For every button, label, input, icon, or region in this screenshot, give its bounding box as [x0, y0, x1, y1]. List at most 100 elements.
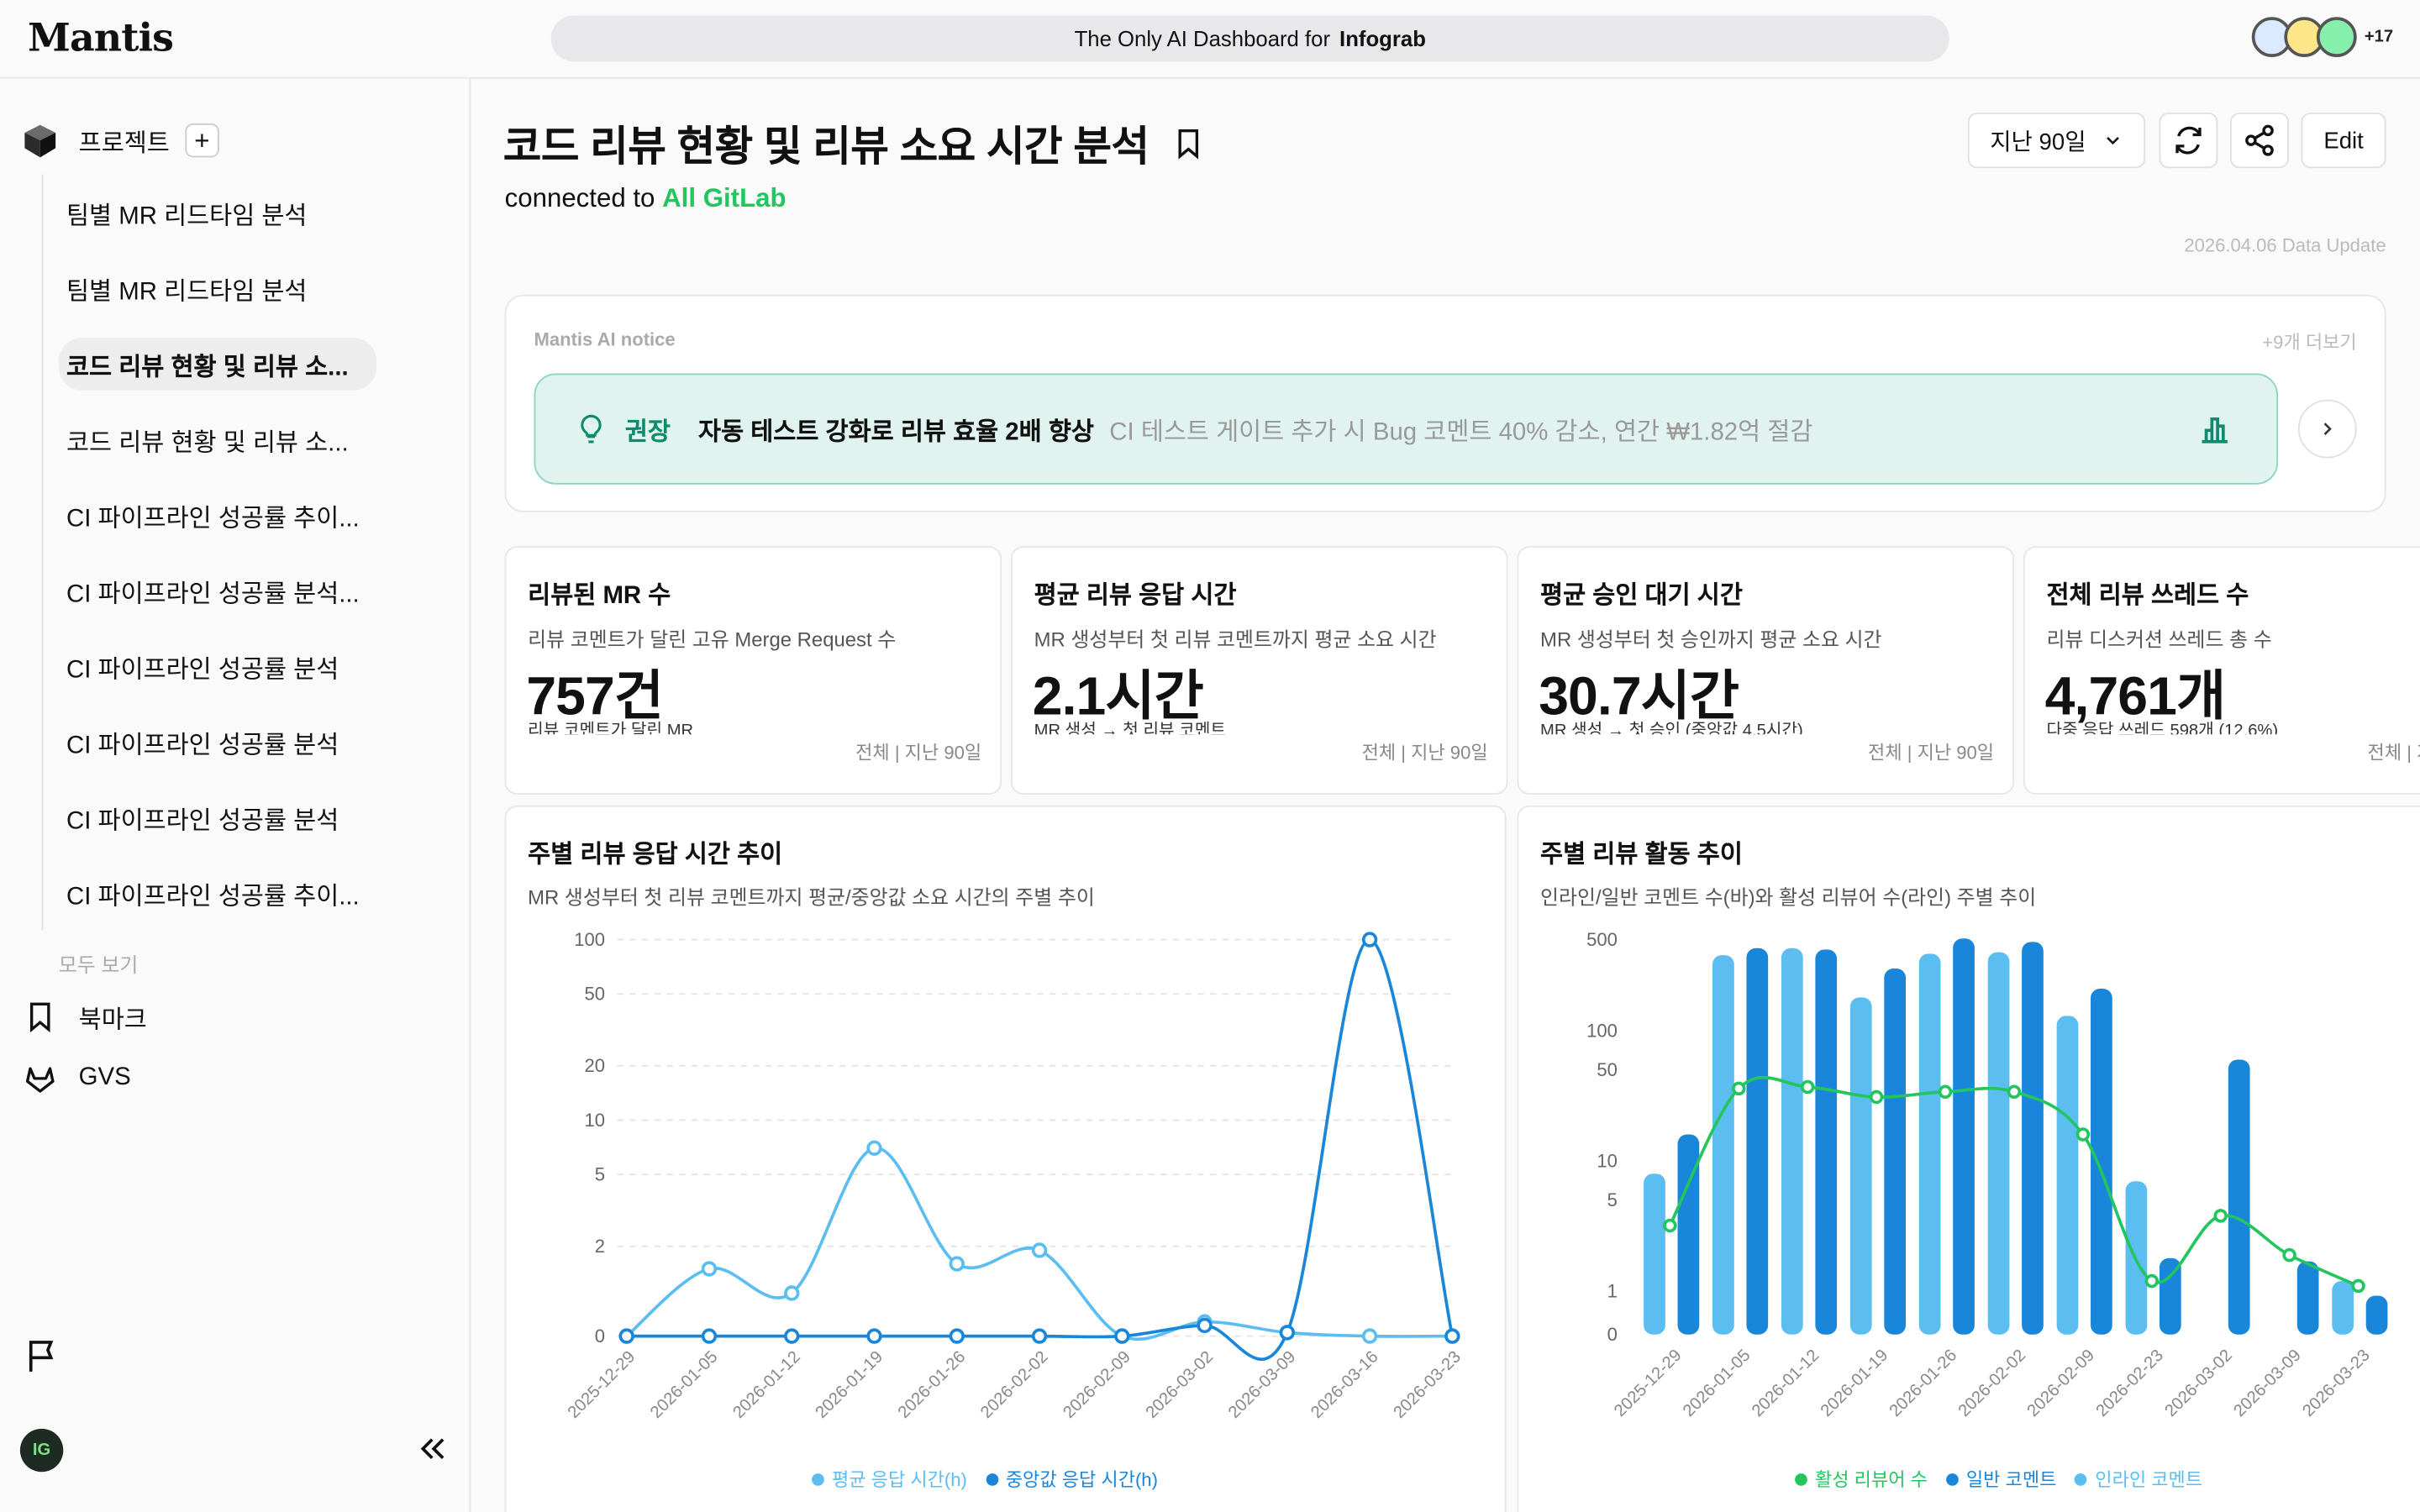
kpi-card-review-threads[interactable]: 전체 리뷰 쓰레드 수 리뷰 디스커션 쓰레드 총 수 4,761개 다중 응답… [2023, 546, 2420, 795]
project-item-label: CI 파이프라인 성공률 추이... [66, 883, 360, 910]
series-line [626, 937, 1455, 1361]
bar [2332, 1281, 2354, 1335]
data-point [2213, 1209, 2228, 1223]
connection-info: connected to All GitLab [505, 184, 786, 215]
data-point [1031, 1242, 1048, 1258]
chevron-right-icon [2323, 423, 2332, 435]
collaborator-avatars[interactable]: +17 [2251, 17, 2394, 57]
bar [2091, 989, 2112, 1335]
bookmark-link[interactable]: 북마크 [24, 998, 147, 1035]
kpi-subtitle: MR 생성부터 첫 승인까지 평균 소요 시간 [1540, 627, 1882, 652]
bar-chart[interactable]: 01510501005002025-12-292026-01-052026-01… [1518, 807, 2420, 1512]
data-point [866, 1140, 882, 1156]
refresh-button[interactable] [2159, 113, 2218, 169]
bar [2056, 1016, 2079, 1335]
series-line [1668, 1075, 2360, 1288]
bar-chart-icon[interactable] [2196, 412, 2233, 445]
kpi-subtitle: MR 생성부터 첫 리뷰 코멘트까지 평균 소요 시간 [1034, 627, 1437, 652]
bar [2159, 1257, 2181, 1335]
data-point [949, 1256, 965, 1272]
project-item[interactable]: 팀별 MR 리드타임 분석 [43, 250, 397, 326]
kpi-card-review-response[interactable]: 평균 리뷰 응답 시간 MR 생성부터 첫 리뷰 코멘트까지 평균 소요 시간 … [1011, 546, 1508, 795]
main-content: 코드 리뷰 현황 및 리뷰 소요 시간 분석 connected to All … [471, 79, 2420, 1512]
add-project-button[interactable]: + [185, 123, 219, 158]
x-tick-label: 2026-02-09 [1060, 1347, 1134, 1422]
bookmark-icon[interactable] [1171, 124, 1204, 161]
kpi-note: MR 생성 → 첫 리뷰 코멘트 [1034, 722, 1227, 735]
gitlab-icon [25, 1067, 55, 1093]
project-item[interactable]: 코드 리뷰 현황 및 리뷰 소... [43, 402, 397, 477]
connected-prefix: connected to [504, 183, 655, 213]
flag-icon[interactable] [24, 1337, 60, 1374]
logo[interactable]: Mantis [28, 15, 174, 60]
bar [2296, 1261, 2319, 1335]
project-item[interactable]: 팀별 MR 리드타임 분석 [43, 175, 397, 250]
project-item-active[interactable]: 코드 리뷰 현황 및 리뷰 소... [43, 326, 397, 402]
data-point [866, 1328, 882, 1344]
project-item[interactable]: CI 파이프라인 성공률 분석... [43, 553, 397, 628]
sidebar: 프로젝트 + 팀별 MR 리드타임 분석 팀별 MR 리드타임 분석 코드 리뷰… [0, 78, 471, 1512]
recommendation-card[interactable]: 권장 자동 테스트 강화로 리뷰 효율 2배 향상 CI 테스트 게이트 추가 … [534, 373, 2279, 485]
projects-header: 프로젝트 + [22, 122, 219, 159]
data-point [1361, 1328, 1378, 1344]
promo-banner[interactable]: The Only AI Dashboard for Infograb [550, 15, 1949, 62]
project-item-label: CI 파이프라인 성공률 분석... [66, 580, 360, 607]
y-tick-label: 100 [1586, 1020, 1618, 1041]
bar [1781, 948, 1803, 1335]
x-tick-label: 2025-12-29 [1611, 1346, 1686, 1420]
data-point [1938, 1084, 1953, 1099]
user-avatar[interactable]: IG [19, 1428, 64, 1473]
project-item[interactable]: CI 파이프라인 성공률 분석 [43, 704, 397, 780]
x-tick-label: 2026-01-12 [729, 1347, 804, 1422]
gvs-link[interactable]: GVS [24, 1062, 131, 1095]
data-point [1279, 1325, 1296, 1341]
period-dropdown[interactable]: 지난 90일 [1967, 113, 2146, 169]
notice-more-link[interactable]: +9개 더보기 [2262, 331, 2357, 354]
kpi-scope: 전체 | 지난 90일 [855, 742, 982, 764]
x-tick-label: 2026-01-19 [1818, 1346, 1892, 1420]
project-item[interactable]: CI 파이프라인 성공률 분석 [43, 780, 397, 855]
connected-source[interactable]: All GitLab [662, 183, 786, 213]
y-tick-label: 500 [1586, 929, 1618, 950]
chart-subtitle: 인라인/일반 코멘트 수(바)와 활성 리뷰어 수(라인) 주별 추이 [1540, 885, 2037, 909]
x-tick-label: 2026-01-19 [812, 1347, 886, 1422]
x-tick-label: 2026-01-05 [1680, 1346, 1754, 1420]
data-point [1031, 1328, 1048, 1344]
data-point [1732, 1081, 1746, 1096]
data-point [2007, 1084, 2022, 1099]
legend-item[interactable]: 평균 응답 시간(h) [812, 1466, 967, 1492]
refresh-icon [2175, 126, 2202, 155]
banner-prefix: The Only AI Dashboard for [1074, 26, 1331, 51]
see-all-link[interactable]: 모두 보기 [58, 953, 139, 977]
data-point [2351, 1278, 2365, 1294]
legend-item[interactable]: 활성 리뷰어 수 [1795, 1466, 1928, 1492]
kpi-value: 757건 [526, 666, 664, 727]
next-notice-button[interactable] [2297, 399, 2357, 459]
x-tick-label: 2026-03-23 [1390, 1347, 1465, 1422]
share-button[interactable] [2230, 113, 2289, 169]
avatar[interactable] [2316, 17, 2357, 57]
legend-item[interactable]: 인라인 코멘트 [2075, 1466, 2202, 1492]
legend-item[interactable]: 일반 코멘트 [1945, 1466, 2056, 1492]
chart-subtitle: MR 생성부터 첫 리뷰 코멘트까지 평균/중앙값 소요 시간의 주별 추이 [528, 885, 1095, 909]
kpi-subtitle: 리뷰 디스커션 쓰레드 총 수 [2046, 627, 2272, 652]
collapse-sidebar-icon[interactable] [413, 1431, 450, 1467]
bar [1884, 968, 1907, 1335]
x-tick-label: 2026-01-12 [1749, 1346, 1823, 1420]
project-item[interactable]: CI 파이프라인 성공률 추이... [43, 477, 397, 553]
project-item[interactable]: CI 파이프라인 성공률 분석 [43, 628, 397, 704]
recommendation-headline: 자동 테스트 강화로 리뷰 효율 2배 향상 [698, 419, 1094, 446]
y-tick-label: 5 [1607, 1189, 1618, 1210]
kpi-card-reviewed-mr[interactable]: 리뷰된 MR 수 리뷰 코멘트가 달린 고유 Merge Request 수 7… [504, 546, 1002, 795]
bookmark-label: 북마크 [78, 1007, 147, 1034]
data-point [618, 1328, 634, 1344]
x-tick-label: 2026-01-26 [895, 1347, 970, 1422]
project-item[interactable]: CI 파이프라인 성공률 추이... [43, 855, 397, 931]
edit-button[interactable]: Edit [2301, 113, 2386, 169]
avatar-extra-count: +17 [2364, 28, 2394, 47]
legend-item[interactable]: 중앙값 응답 시간(h) [985, 1466, 1158, 1492]
kpi-card-approval-wait[interactable]: 평균 승인 대기 시간 MR 생성부터 첫 승인까지 평균 소요 시간 30.7… [1517, 546, 2014, 795]
data-point [701, 1261, 718, 1277]
x-tick-label: 2026-03-16 [1307, 1347, 1382, 1422]
